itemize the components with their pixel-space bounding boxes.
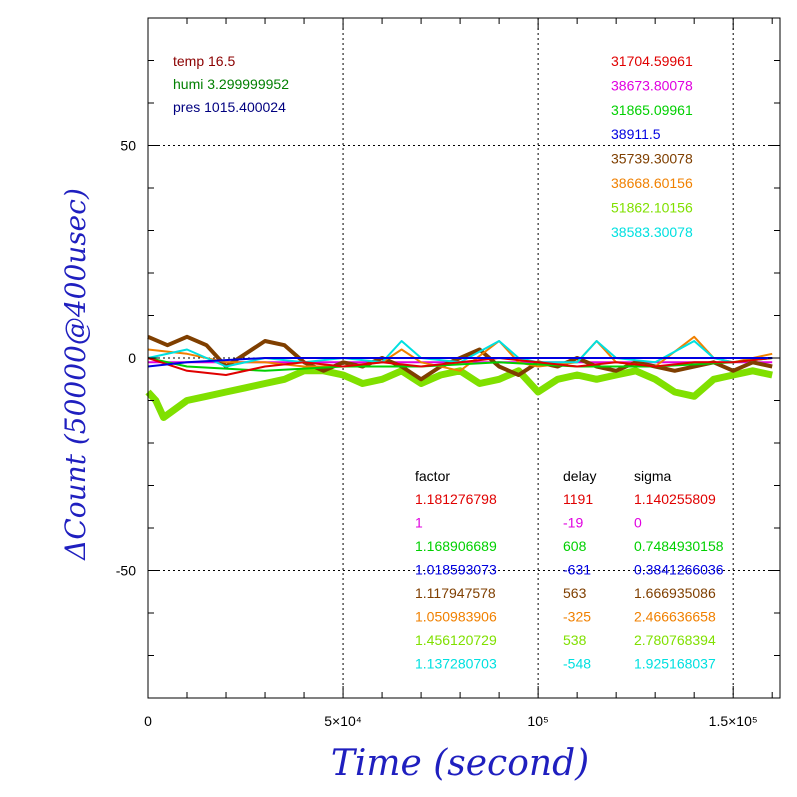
mean-legend: 31704.59961 38673.80078 31865.09961 38911.5…: [611, 53, 693, 240]
series-sigma-6: 2.780768394: [634, 632, 716, 648]
series-sigma-4: 1.666935086: [634, 585, 716, 601]
series-sigma-2: 0.7484930158: [634, 538, 724, 554]
series-mean-1: 38673.80078: [611, 77, 693, 93]
series-factor-1: 1: [415, 515, 423, 531]
stats-header-sigma: sigma: [634, 468, 672, 484]
series-sigma-3: 0.3841266036: [634, 562, 724, 578]
x-tick-label-0: 0: [144, 713, 152, 729]
series-factor-2: 1.168906689: [415, 538, 497, 554]
series-delay-5: -325: [563, 609, 591, 625]
series-factor-5: 1.050983906: [415, 609, 497, 625]
series-delay-3: -631: [563, 562, 591, 578]
y-axis-title: ΔCount (50000@400usec): [59, 188, 92, 561]
env-label-0: temp 16.5: [173, 53, 235, 69]
stats-legend: factor delay sigma 1.181276798 1191 1.1402558…: [415, 468, 724, 672]
series-factor-4: 1.117947578: [415, 585, 496, 601]
env-label-1: humi 3.299999952: [173, 76, 289, 92]
series-delay-7: -548: [563, 656, 591, 672]
series-mean-4: 35739.30078: [611, 151, 693, 167]
series-mean-6: 51862.10156: [611, 199, 693, 215]
x-axis-title: Time (second): [331, 743, 589, 784]
x-tick-label-3: 1.5×10⁵: [709, 713, 758, 729]
series-delay-6: 538: [563, 632, 587, 648]
series-layer: [145, 334, 773, 421]
tick-labels: 0 5×10⁴ 10⁵ 1.5×10⁵ 50 0 -50: [116, 138, 758, 730]
series-line-7: [147, 340, 773, 368]
env-legend: temp 16.5 humi 3.299999952 pres 1015.40002…: [173, 53, 289, 115]
series-factor-6: 1.456120729: [415, 632, 497, 648]
series-delay-0: 1191: [563, 491, 593, 507]
series-line-0: [147, 357, 773, 376]
x-tick-label-2: 10⁵: [527, 713, 548, 729]
series-line-3: [147, 357, 773, 368]
series-sigma-1: 0: [634, 515, 642, 531]
series-delay-2: 608: [563, 538, 587, 554]
series-delay-4: 563: [563, 585, 587, 601]
series-mean-0: 31704.59961: [611, 53, 693, 69]
stats-header-delay: delay: [563, 468, 596, 484]
x-tick-label-1: 5×10⁴: [324, 713, 362, 729]
series-mean-2: 31865.09961: [611, 102, 693, 118]
series-factor-0: 1.181276798: [415, 491, 497, 507]
axis-ticks: [147, 17, 780, 699]
series-sigma-7: 1.925168037: [634, 656, 716, 672]
env-label-2: pres 1015.400024: [173, 99, 286, 115]
y-tick-label-0: 50: [120, 138, 136, 154]
series-delay-1: -19: [563, 515, 583, 531]
stats-header-factor: factor: [415, 468, 450, 484]
series-factor-3: 1.018593073: [415, 562, 497, 578]
series-line-2: [147, 357, 773, 372]
y-tick-label-1: 0: [128, 350, 136, 366]
y-tick-label-2: -50: [116, 563, 136, 579]
series-mean-7: 38583.30078: [611, 224, 693, 240]
series-line-6: [145, 367, 773, 421]
series-sigma-5: 2.466636658: [634, 609, 716, 625]
series-mean-5: 38668.60156: [611, 175, 693, 191]
series-mean-3: 38911.5: [611, 126, 661, 142]
series-sigma-0: 1.140255809: [634, 491, 716, 507]
series-factor-7: 1.137280703: [415, 656, 497, 672]
